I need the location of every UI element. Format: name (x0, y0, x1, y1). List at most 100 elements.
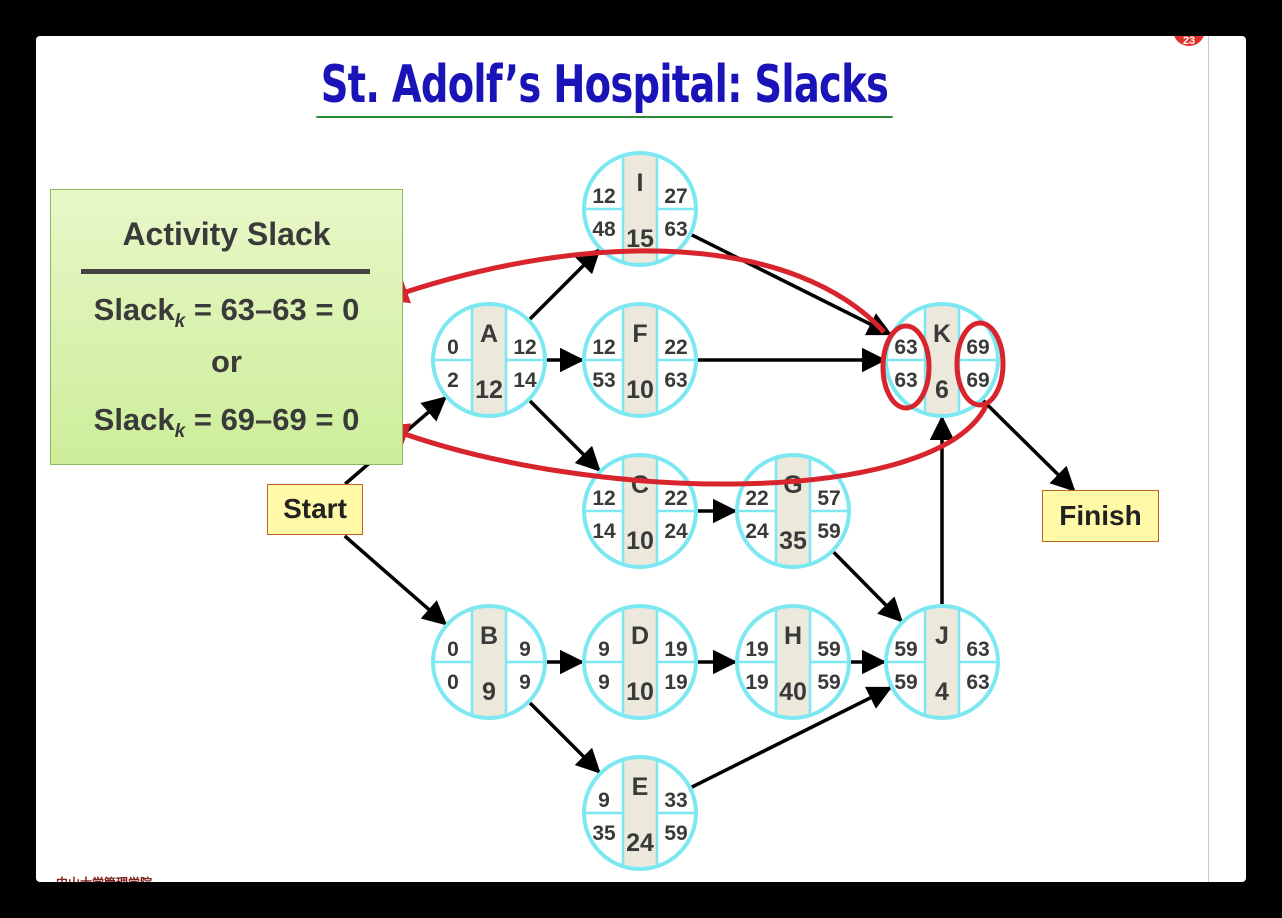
slide-title: St. Adolf’s Hospital: Slacks (36, 54, 1172, 118)
node-center-band (623, 153, 657, 265)
activity-node-a: A 12 0 2 12 14 (431, 302, 547, 418)
node-ring (431, 302, 547, 418)
node-center-band (623, 304, 657, 416)
node-late-start: 14 (592, 520, 616, 543)
arrow-start-to-b (343, 534, 448, 626)
node-early-finish: 69 (966, 336, 989, 359)
node-early-finish: 9 (519, 638, 531, 661)
node-late-finish: 59 (817, 520, 840, 543)
annotation-layer (383, 248, 1006, 487)
node-early-start: 19 (745, 638, 768, 661)
node-ring (884, 604, 1000, 720)
node-id: E (632, 773, 649, 801)
node-ring (582, 302, 698, 418)
node-center-band (776, 455, 810, 567)
node-ring (431, 604, 547, 720)
node-ring (735, 453, 851, 569)
node-late-finish: 19 (664, 671, 687, 694)
slack-formula-2-subscript: k (174, 421, 186, 443)
node-duration: 15 (626, 225, 654, 253)
network-diagram: A12021214B90099C1012142224D10991919E2493… (343, 151, 1076, 871)
node-center-band (623, 455, 657, 567)
activity-node-i: I 15 12 48 27 63 (582, 151, 698, 267)
node-duration: 10 (626, 678, 654, 706)
node-duration: 4 (935, 678, 949, 706)
nodes-layer: A12021214B90099C1012142224D10991919E2493… (431, 151, 1000, 871)
node-early-start: 12 (592, 185, 615, 208)
activity-node-j: J 4 59 59 63 63 (884, 604, 1000, 720)
node-duration: 10 (626, 376, 654, 404)
activity-slack-box: Activity Slack Slackk = 63–63 = 0 or Sla… (50, 189, 403, 465)
node-late-finish: 63 (664, 369, 687, 392)
slack-formula-1-prefix: Slack (93, 292, 175, 327)
node-late-finish: 14 (513, 369, 537, 392)
activity-node-h: H 40 19 19 59 59 (735, 604, 851, 720)
slack-formula-1-subscript: k (174, 311, 186, 333)
node-center-band (472, 304, 506, 416)
node-center-band (776, 606, 810, 718)
node-id: D (631, 622, 649, 650)
node-duration: 9 (482, 678, 496, 706)
node-center-band (623, 606, 657, 718)
node-early-start: 63 (894, 336, 917, 359)
arrow-b-to-e (528, 701, 601, 774)
node-duration: 10 (626, 527, 654, 555)
node-late-start: 2 (447, 369, 459, 392)
page-number-badge: 23 (1173, 36, 1205, 47)
node-duration: 6 (935, 376, 949, 404)
node-ring (582, 151, 698, 267)
highlight-k-finish-values (954, 320, 1006, 408)
slack-box-heading: Activity Slack (122, 216, 331, 252)
edges-layer (343, 233, 1076, 789)
node-late-finish: 24 (664, 520, 688, 543)
node-early-start: 9 (598, 638, 610, 661)
node-ring (884, 302, 1000, 418)
node-late-start: 53 (592, 369, 615, 392)
node-duration: 24 (626, 829, 654, 857)
node-early-start: 59 (894, 638, 917, 661)
node-early-finish: 22 (664, 487, 687, 510)
slack-formula-1-value: = 63–63 = 0 (185, 292, 360, 327)
activity-node-f: F 10 12 53 22 63 (582, 302, 698, 418)
node-ring (582, 604, 698, 720)
node-id: G (783, 471, 802, 499)
node-late-finish: 59 (664, 822, 687, 845)
activity-node-e: E 24 9 35 33 59 (582, 755, 698, 871)
node-id: C (631, 471, 649, 499)
slack-formula-2-value: = 69–69 = 0 (185, 402, 360, 437)
node-id: I (637, 169, 644, 197)
node-duration: 40 (779, 678, 807, 706)
slack-formula-1: Slackk = 63–63 = 0 (51, 292, 402, 333)
node-early-finish: 12 (513, 336, 536, 359)
footer-logo-text: 中山大学管理学院 (56, 874, 152, 882)
red-pointer-arrow-top (383, 248, 886, 334)
node-id: H (784, 622, 802, 650)
node-late-start: 0 (447, 671, 459, 694)
node-early-finish: 22 (664, 336, 687, 359)
node-late-start: 19 (745, 671, 768, 694)
activity-node-d: D 10 9 9 19 19 (582, 604, 698, 720)
arrow-a-to-c (528, 399, 601, 472)
node-late-start: 63 (894, 369, 917, 392)
node-early-start: 22 (745, 487, 768, 510)
node-late-finish: 59 (817, 671, 840, 694)
node-center-band (925, 606, 959, 718)
node-early-finish: 19 (664, 638, 687, 661)
slide-title-text: St. Adolf’s Hospital: Slacks (315, 54, 893, 118)
activity-node-c: C 10 12 14 22 24 (582, 453, 698, 569)
node-id: K (933, 320, 951, 348)
node-late-start: 24 (745, 520, 769, 543)
slide-right-rule (1208, 36, 1209, 882)
node-early-start: 0 (447, 638, 459, 661)
node-late-start: 35 (592, 822, 616, 845)
node-early-finish: 63 (966, 638, 989, 661)
node-early-finish: 27 (664, 185, 687, 208)
node-ring (582, 755, 698, 871)
node-duration: 35 (779, 527, 807, 555)
finish-label: Finish (1042, 490, 1159, 542)
arrow-a-to-i (528, 248, 601, 321)
node-ring (735, 604, 851, 720)
node-early-finish: 33 (664, 789, 687, 812)
node-ring (582, 453, 698, 569)
